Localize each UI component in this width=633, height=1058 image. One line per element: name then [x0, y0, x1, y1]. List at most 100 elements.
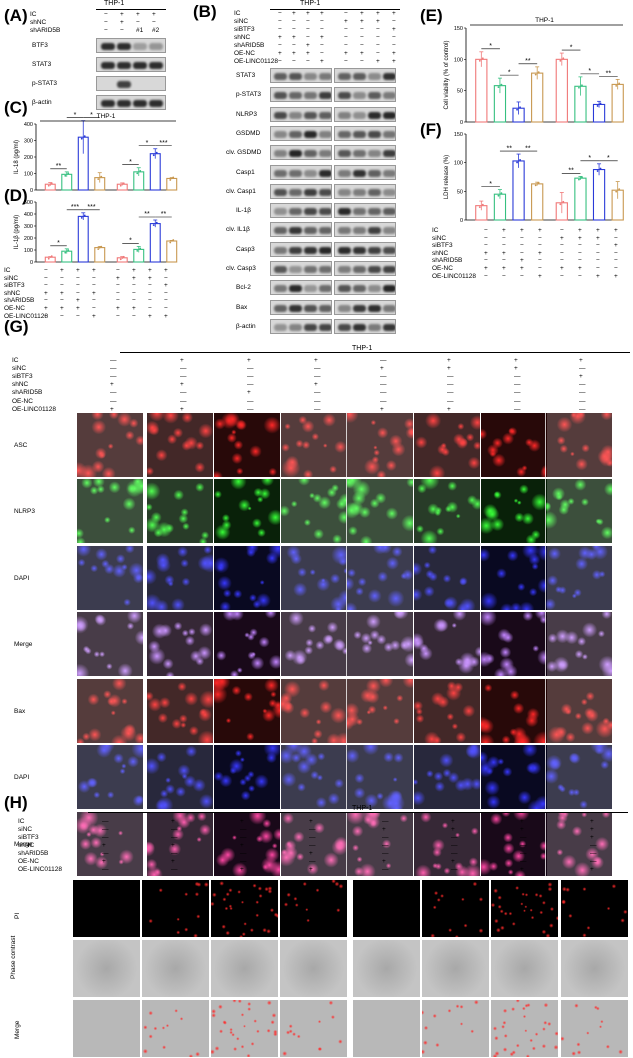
microscopy-image	[560, 999, 629, 1058]
row-label: ASC	[14, 442, 28, 449]
condition-mark: +	[451, 826, 455, 833]
condition-mark: −	[538, 234, 542, 242]
western-blot-strip	[270, 203, 332, 219]
data-point	[618, 188, 621, 191]
condition-mark: —	[309, 834, 316, 841]
microscopy-image	[146, 545, 214, 611]
western-blot-strip	[334, 222, 396, 238]
microscopy-image	[146, 744, 214, 810]
condition-mark: +	[60, 289, 64, 297]
western-blot-strip	[270, 241, 332, 257]
bar	[531, 183, 544, 221]
bar	[592, 168, 606, 221]
western-blot-strip	[270, 106, 332, 122]
data-point	[596, 105, 599, 107]
blot-band	[274, 246, 287, 254]
condition-mark: −	[392, 42, 396, 49]
blot-band	[383, 150, 395, 158]
microscopy-image	[146, 478, 214, 544]
data-point	[516, 161, 518, 164]
data-point	[537, 181, 540, 184]
condition-label: OE-LINC01128	[4, 312, 48, 320]
blot-band	[289, 111, 302, 119]
y-tick-label: 50	[457, 189, 463, 195]
condition-mark: +	[148, 312, 152, 320]
data-point	[478, 59, 481, 62]
condition-label: siNC	[18, 826, 33, 833]
condition-mark: −	[152, 19, 156, 26]
blot-band	[304, 208, 317, 216]
condition-label: shARID5B	[234, 42, 265, 49]
microscopy-image	[279, 939, 348, 998]
condition-mark: +	[306, 10, 310, 17]
microscopy-image	[346, 611, 414, 677]
bar	[611, 83, 624, 123]
blot-band	[304, 227, 317, 235]
blot-band	[368, 266, 381, 273]
microscopy-image	[72, 999, 141, 1058]
condition-mark: +	[120, 19, 124, 26]
condition-mark: —	[180, 365, 187, 373]
condition-mark: +	[360, 10, 364, 17]
condition-mark: #1	[136, 27, 144, 34]
microscopy-image	[146, 412, 214, 478]
condition-mark: +	[110, 405, 114, 413]
microscopy-image	[545, 545, 613, 611]
condition-mark: −	[578, 257, 582, 265]
condition-mark: —	[380, 373, 387, 381]
condition-label: OE-NC	[432, 265, 453, 272]
blot-band	[338, 73, 351, 80]
blot-label: β-actin	[32, 99, 52, 106]
condition-mark: —	[314, 389, 321, 397]
condition-mark: —	[247, 373, 254, 381]
condition-mark: −	[614, 265, 618, 272]
condition-mark: —	[110, 373, 117, 381]
condition-label: siNC	[432, 234, 447, 242]
condition-mark: −	[278, 10, 282, 17]
condition-mark: —	[314, 397, 321, 405]
condition-mark: −	[484, 242, 488, 250]
condition-mark: +	[116, 305, 120, 312]
condition-mark: −	[306, 34, 310, 41]
condition-mark: −	[538, 242, 542, 250]
blot-band	[304, 111, 317, 119]
blot-band	[133, 43, 147, 50]
blot-band	[133, 62, 147, 69]
condition-mark: +	[309, 866, 313, 873]
y-tick-label: 100	[24, 172, 33, 178]
blot-band	[319, 130, 331, 138]
western-blot-strip	[270, 145, 332, 161]
condition-mark: +	[538, 249, 542, 257]
y-tick-label: 400	[24, 212, 33, 218]
panel-label-g: (G)	[4, 317, 29, 336]
condition-mark: −	[92, 274, 96, 282]
condition-mark: +	[292, 10, 296, 17]
blot-band	[274, 323, 287, 331]
significance-label: *	[57, 240, 60, 247]
blot-band	[304, 266, 317, 273]
condition-mark: +	[614, 272, 618, 280]
blot-band	[353, 130, 366, 138]
blot-band	[353, 323, 366, 331]
condition-mark: —	[520, 834, 527, 841]
condition-mark: −	[520, 242, 524, 250]
microscopy-image	[545, 678, 613, 744]
condition-label: shNC	[234, 34, 251, 41]
significance-label: *	[607, 155, 610, 162]
blot-band	[368, 150, 381, 158]
condition-mark: −	[376, 26, 380, 33]
condition-label: IC	[234, 10, 241, 17]
condition-mark: +	[451, 818, 455, 825]
condition-mark: —	[247, 397, 254, 405]
condition-label: shNC	[4, 289, 21, 297]
condition-label: siBTF3	[4, 282, 25, 290]
data-point	[50, 255, 53, 258]
condition-mark: —	[514, 373, 521, 381]
condition-label: shARID5B	[18, 850, 49, 857]
western-blot-strip	[96, 57, 166, 72]
condition-mark: +	[502, 249, 506, 257]
condition-mark: −	[76, 274, 80, 282]
panel-label-f: (F)	[420, 120, 442, 139]
